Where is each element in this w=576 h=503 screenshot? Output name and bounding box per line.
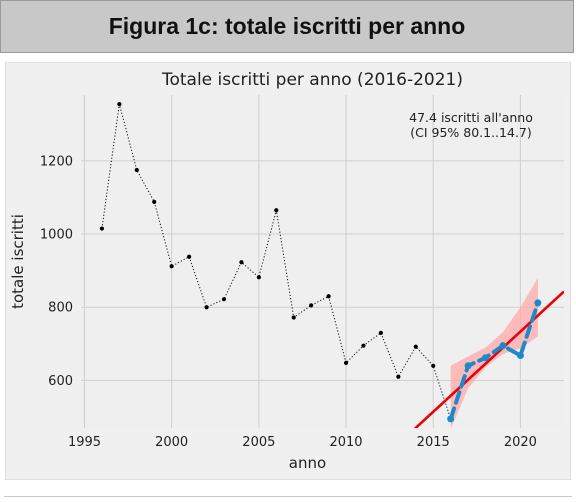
annotation-text: (CI 95% 80.1..14.7) bbox=[410, 125, 532, 140]
y-tick-label: 1200 bbox=[40, 154, 73, 169]
data-point bbox=[309, 303, 314, 308]
recent-data-point bbox=[516, 352, 524, 360]
regression-line bbox=[413, 290, 564, 428]
chart-title: Totale iscritti per anno (2016-2021) bbox=[161, 70, 463, 90]
figure-caption: Figura 1c: totale iscritti per anno bbox=[108, 13, 466, 39]
x-tick-label: 2005 bbox=[242, 435, 275, 450]
data-point bbox=[134, 167, 139, 173]
data-point bbox=[343, 360, 349, 365]
data-point bbox=[221, 297, 227, 302]
data-point bbox=[99, 226, 105, 231]
data-point bbox=[378, 330, 384, 335]
data-point bbox=[361, 343, 366, 348]
plot-area bbox=[81, 95, 564, 428]
data-point bbox=[204, 305, 209, 310]
data-point bbox=[152, 199, 157, 204]
y-tick-label: 600 bbox=[48, 374, 73, 389]
data-point bbox=[239, 260, 244, 265]
chart: 1995 2000 2005 2010 2015 2020 600 800 1000 1200 To… bbox=[6, 63, 570, 479]
recent-data-point bbox=[499, 342, 507, 350]
data-point bbox=[326, 294, 331, 299]
data-point bbox=[413, 344, 418, 349]
x-tick-label: 1995 bbox=[68, 435, 101, 450]
recent-data-point bbox=[482, 354, 490, 362]
x-axis-label: anno bbox=[289, 454, 326, 472]
x-tick-label: 2010 bbox=[329, 435, 362, 450]
series-line-recent bbox=[448, 300, 540, 421]
data-point bbox=[117, 102, 122, 107]
x-tick-label: 2000 bbox=[155, 435, 188, 450]
recent-data-point bbox=[464, 362, 472, 370]
data-point bbox=[291, 315, 296, 320]
plot-content bbox=[99, 102, 564, 428]
y-tick-label: 1000 bbox=[40, 228, 73, 243]
data-point bbox=[396, 374, 401, 379]
recent-data-point bbox=[447, 415, 455, 423]
figure-header: Figura 1c: totale iscritti per anno bbox=[0, 0, 574, 53]
data-point bbox=[274, 208, 279, 213]
x-tick-label: 2015 bbox=[417, 435, 450, 450]
data-point bbox=[256, 275, 261, 280]
annotation-text: 47.4 iscritti all'anno bbox=[409, 110, 533, 125]
y-tick-label: 800 bbox=[48, 301, 73, 316]
figure-panel: 1995 2000 2005 2010 2015 2020 600 800 1000 1200 To… bbox=[5, 62, 571, 480]
y-axis-label: totale iscritti bbox=[9, 214, 27, 309]
x-tick-label: 2020 bbox=[504, 435, 537, 450]
data-point bbox=[187, 254, 192, 259]
data-point bbox=[431, 363, 436, 368]
recent-data-point bbox=[534, 299, 542, 307]
bottom-divider bbox=[4, 496, 572, 497]
data-point bbox=[169, 264, 174, 269]
